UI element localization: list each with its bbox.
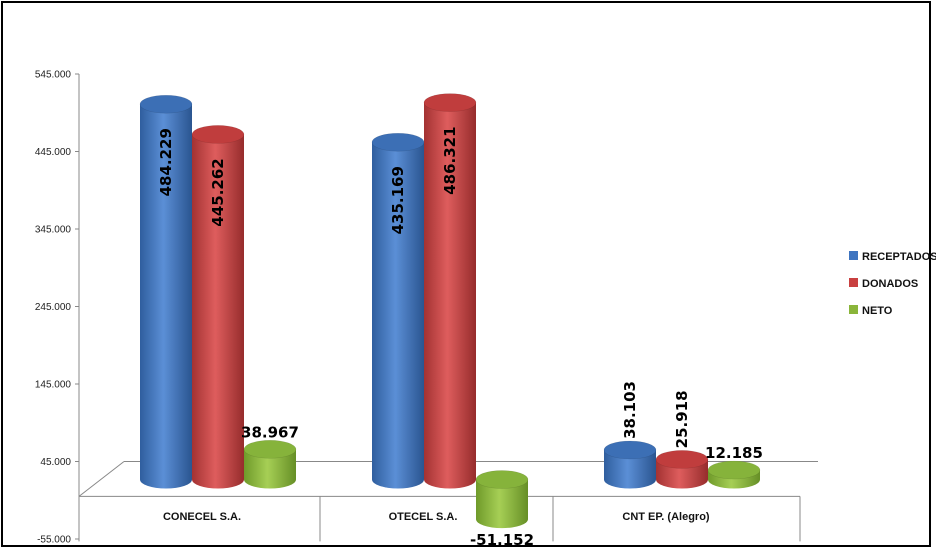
legend-label: DONADOS [862, 278, 918, 290]
legend-label: NETO [862, 305, 893, 317]
legend-swatch [849, 278, 858, 287]
bar-neto-1 [475, 470, 529, 529]
bar-receptados-0 [139, 94, 193, 489]
legend-swatch [849, 305, 858, 314]
bar-neto-2 [707, 460, 761, 489]
bar-donados-1 [423, 93, 477, 489]
category-label: CONECEL S.A. [163, 511, 241, 523]
y-tick-label: 445.000 [35, 147, 72, 158]
bar-donados-0 [191, 125, 245, 489]
category-label: OTECEL S.A. [389, 511, 458, 523]
data-label: 38.103 [621, 381, 639, 439]
data-label: 435.169 [389, 166, 407, 234]
y-tick-label: 545.000 [35, 70, 72, 81]
legend-label: RECEPTADOS [862, 251, 936, 263]
legend-swatch [849, 251, 858, 260]
y-tick-label: 145.000 [35, 380, 72, 391]
bar-neto-0 [243, 440, 297, 489]
floor-side-line [78, 461, 125, 497]
data-label: 38.967 [241, 423, 299, 441]
bar-receptados-2 [603, 440, 657, 489]
data-label: 25.918 [673, 390, 691, 448]
data-label: -51.152 [470, 531, 534, 549]
y-tick-label: 45.000 [40, 457, 71, 468]
bar-donados-2 [655, 450, 709, 489]
category-label: CNT EP. (Alegro) [622, 511, 710, 523]
bar-receptados-1 [371, 132, 425, 489]
data-label: 445.262 [209, 158, 227, 226]
y-tick-label: 245.000 [35, 302, 72, 313]
data-label: 12.185 [705, 444, 763, 462]
y-tick-label: 345.000 [35, 225, 72, 236]
y-tick-label: -55.000 [37, 535, 71, 546]
data-label: 486.321 [441, 126, 459, 194]
data-label: 484.229 [157, 128, 175, 196]
